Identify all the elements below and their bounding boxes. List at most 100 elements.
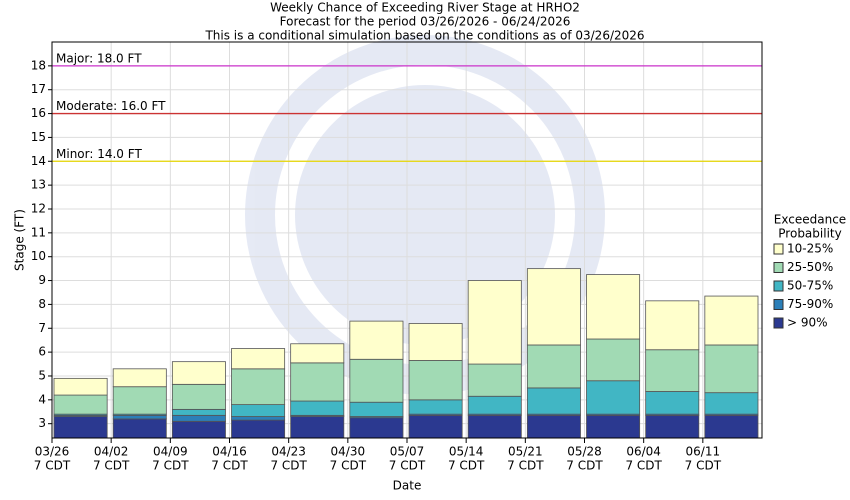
bar-segment (112, 386, 167, 415)
chart-title: Forecast for the period 03/26/2026 - 06/… (280, 15, 571, 29)
bar-segment (586, 414, 641, 439)
bar-segment (231, 404, 286, 417)
x-tick-label: 06/11 (686, 445, 721, 459)
y-tick-label: 7 (38, 321, 46, 335)
y-tick-label: 15 (31, 130, 46, 144)
bar-segment (231, 416, 286, 421)
bar-segment (645, 300, 700, 351)
bar-segment (290, 400, 345, 416)
bar-segment (526, 387, 581, 415)
plot-border (51, 41, 763, 439)
bar-segment (408, 399, 463, 415)
threshold-label: Moderate: 16.0 FT (56, 99, 166, 113)
bar-segment (645, 414, 700, 439)
bar-segment (290, 362, 345, 402)
x-axis-label: Date (393, 479, 422, 493)
bar-segment (112, 414, 167, 420)
x-tick-time: 7 CDT (330, 459, 367, 473)
y-tick-label: 12 (31, 201, 46, 215)
bar-segment (526, 344, 581, 389)
bar-segment (704, 344, 759, 394)
bar-segment (586, 380, 641, 415)
bar-segment (171, 408, 226, 416)
y-tick-label: 3 (38, 416, 46, 430)
bar-segment (586, 338, 641, 382)
x-tick-label: 04/23 (271, 445, 306, 459)
bar-segment (349, 417, 404, 439)
bar-segment (171, 420, 226, 439)
legend-swatch (773, 243, 784, 255)
y-tick-label: 13 (31, 178, 46, 192)
x-tick-label: 05/21 (508, 445, 543, 459)
x-tick-time: 7 CDT (34, 459, 71, 473)
x-tick-label: 03/26 (35, 445, 70, 459)
y-tick-label: 14 (31, 154, 46, 168)
watermark-disc (295, 85, 555, 345)
bar-segment (53, 377, 108, 396)
y-tick-label: 5 (38, 368, 46, 382)
bar-segment (645, 349, 700, 392)
legend-label: > 90% (787, 316, 828, 330)
legend-swatch (773, 262, 784, 273)
bar-segment (53, 394, 108, 415)
bar-segment (231, 348, 286, 370)
x-tick-label: 05/14 (449, 445, 484, 459)
bar-segment (290, 416, 345, 439)
legend-title: Exceedance (774, 213, 846, 227)
y-axis-label: Stage (FT) (13, 209, 27, 271)
bar-segment (704, 295, 759, 346)
x-tick-time: 7 CDT (625, 459, 662, 473)
y-tick-label: 16 (31, 106, 46, 120)
bar-segment (53, 416, 108, 439)
bar-segment (112, 418, 167, 439)
legend-swatch (773, 299, 784, 310)
legend-title: Probability (778, 227, 841, 241)
y-tick-label: 10 (31, 249, 46, 263)
y-tick-label: 4 (38, 392, 46, 406)
legend-label: 10-25% (787, 242, 833, 256)
bar-segment (231, 419, 286, 439)
x-tick-label: 04/02 (94, 445, 129, 459)
legend-label: 50-75% (787, 279, 833, 293)
threshold-label: Minor: 14.0 FT (56, 147, 142, 161)
x-tick-time: 7 CDT (448, 459, 485, 473)
y-tick-label: 8 (38, 297, 46, 311)
bar-segment (704, 414, 759, 439)
x-tick-time: 7 CDT (152, 459, 189, 473)
bar-segment (349, 401, 404, 417)
legend-swatch (773, 280, 784, 292)
bar-segment (645, 391, 700, 415)
bar-segment (526, 268, 581, 346)
bar-segment (171, 383, 226, 410)
bar-segment (290, 343, 345, 364)
bar-segment (171, 414, 226, 422)
x-tick-label: 05/07 (390, 445, 425, 459)
x-tick-time: 7 CDT (270, 459, 307, 473)
bar-segment (112, 368, 167, 388)
bar-segment (231, 368, 286, 406)
x-tick-label: 06/04 (626, 445, 661, 459)
x-tick-time: 7 CDT (389, 459, 426, 473)
bar-segment (526, 414, 581, 439)
y-tick-label: 18 (31, 58, 46, 72)
y-tick-label: 9 (38, 273, 46, 287)
x-tick-time: 7 CDT (685, 459, 722, 473)
x-tick-time: 7 CDT (211, 459, 248, 473)
bar-segment (467, 395, 522, 415)
legend-label: 25-50% (787, 260, 833, 274)
bar-segment (408, 360, 463, 401)
bar-segment (467, 280, 522, 365)
x-tick-label: 04/16 (212, 445, 247, 459)
y-tick-label: 6 (38, 345, 46, 359)
x-tick-label: 04/30 (331, 445, 366, 459)
chart-title: This is a conditional simulation based o… (204, 29, 644, 43)
y-tick-label: 11 (31, 225, 46, 239)
y-tick-label: 17 (31, 82, 46, 96)
bar-segment (408, 414, 463, 439)
x-tick-label: 05/28 (567, 445, 602, 459)
bar-segment (408, 323, 463, 361)
bar-segment (171, 361, 226, 385)
chart-title: Weekly Chance of Exceeding River Stage a… (270, 1, 580, 15)
legend-swatch (773, 317, 784, 329)
